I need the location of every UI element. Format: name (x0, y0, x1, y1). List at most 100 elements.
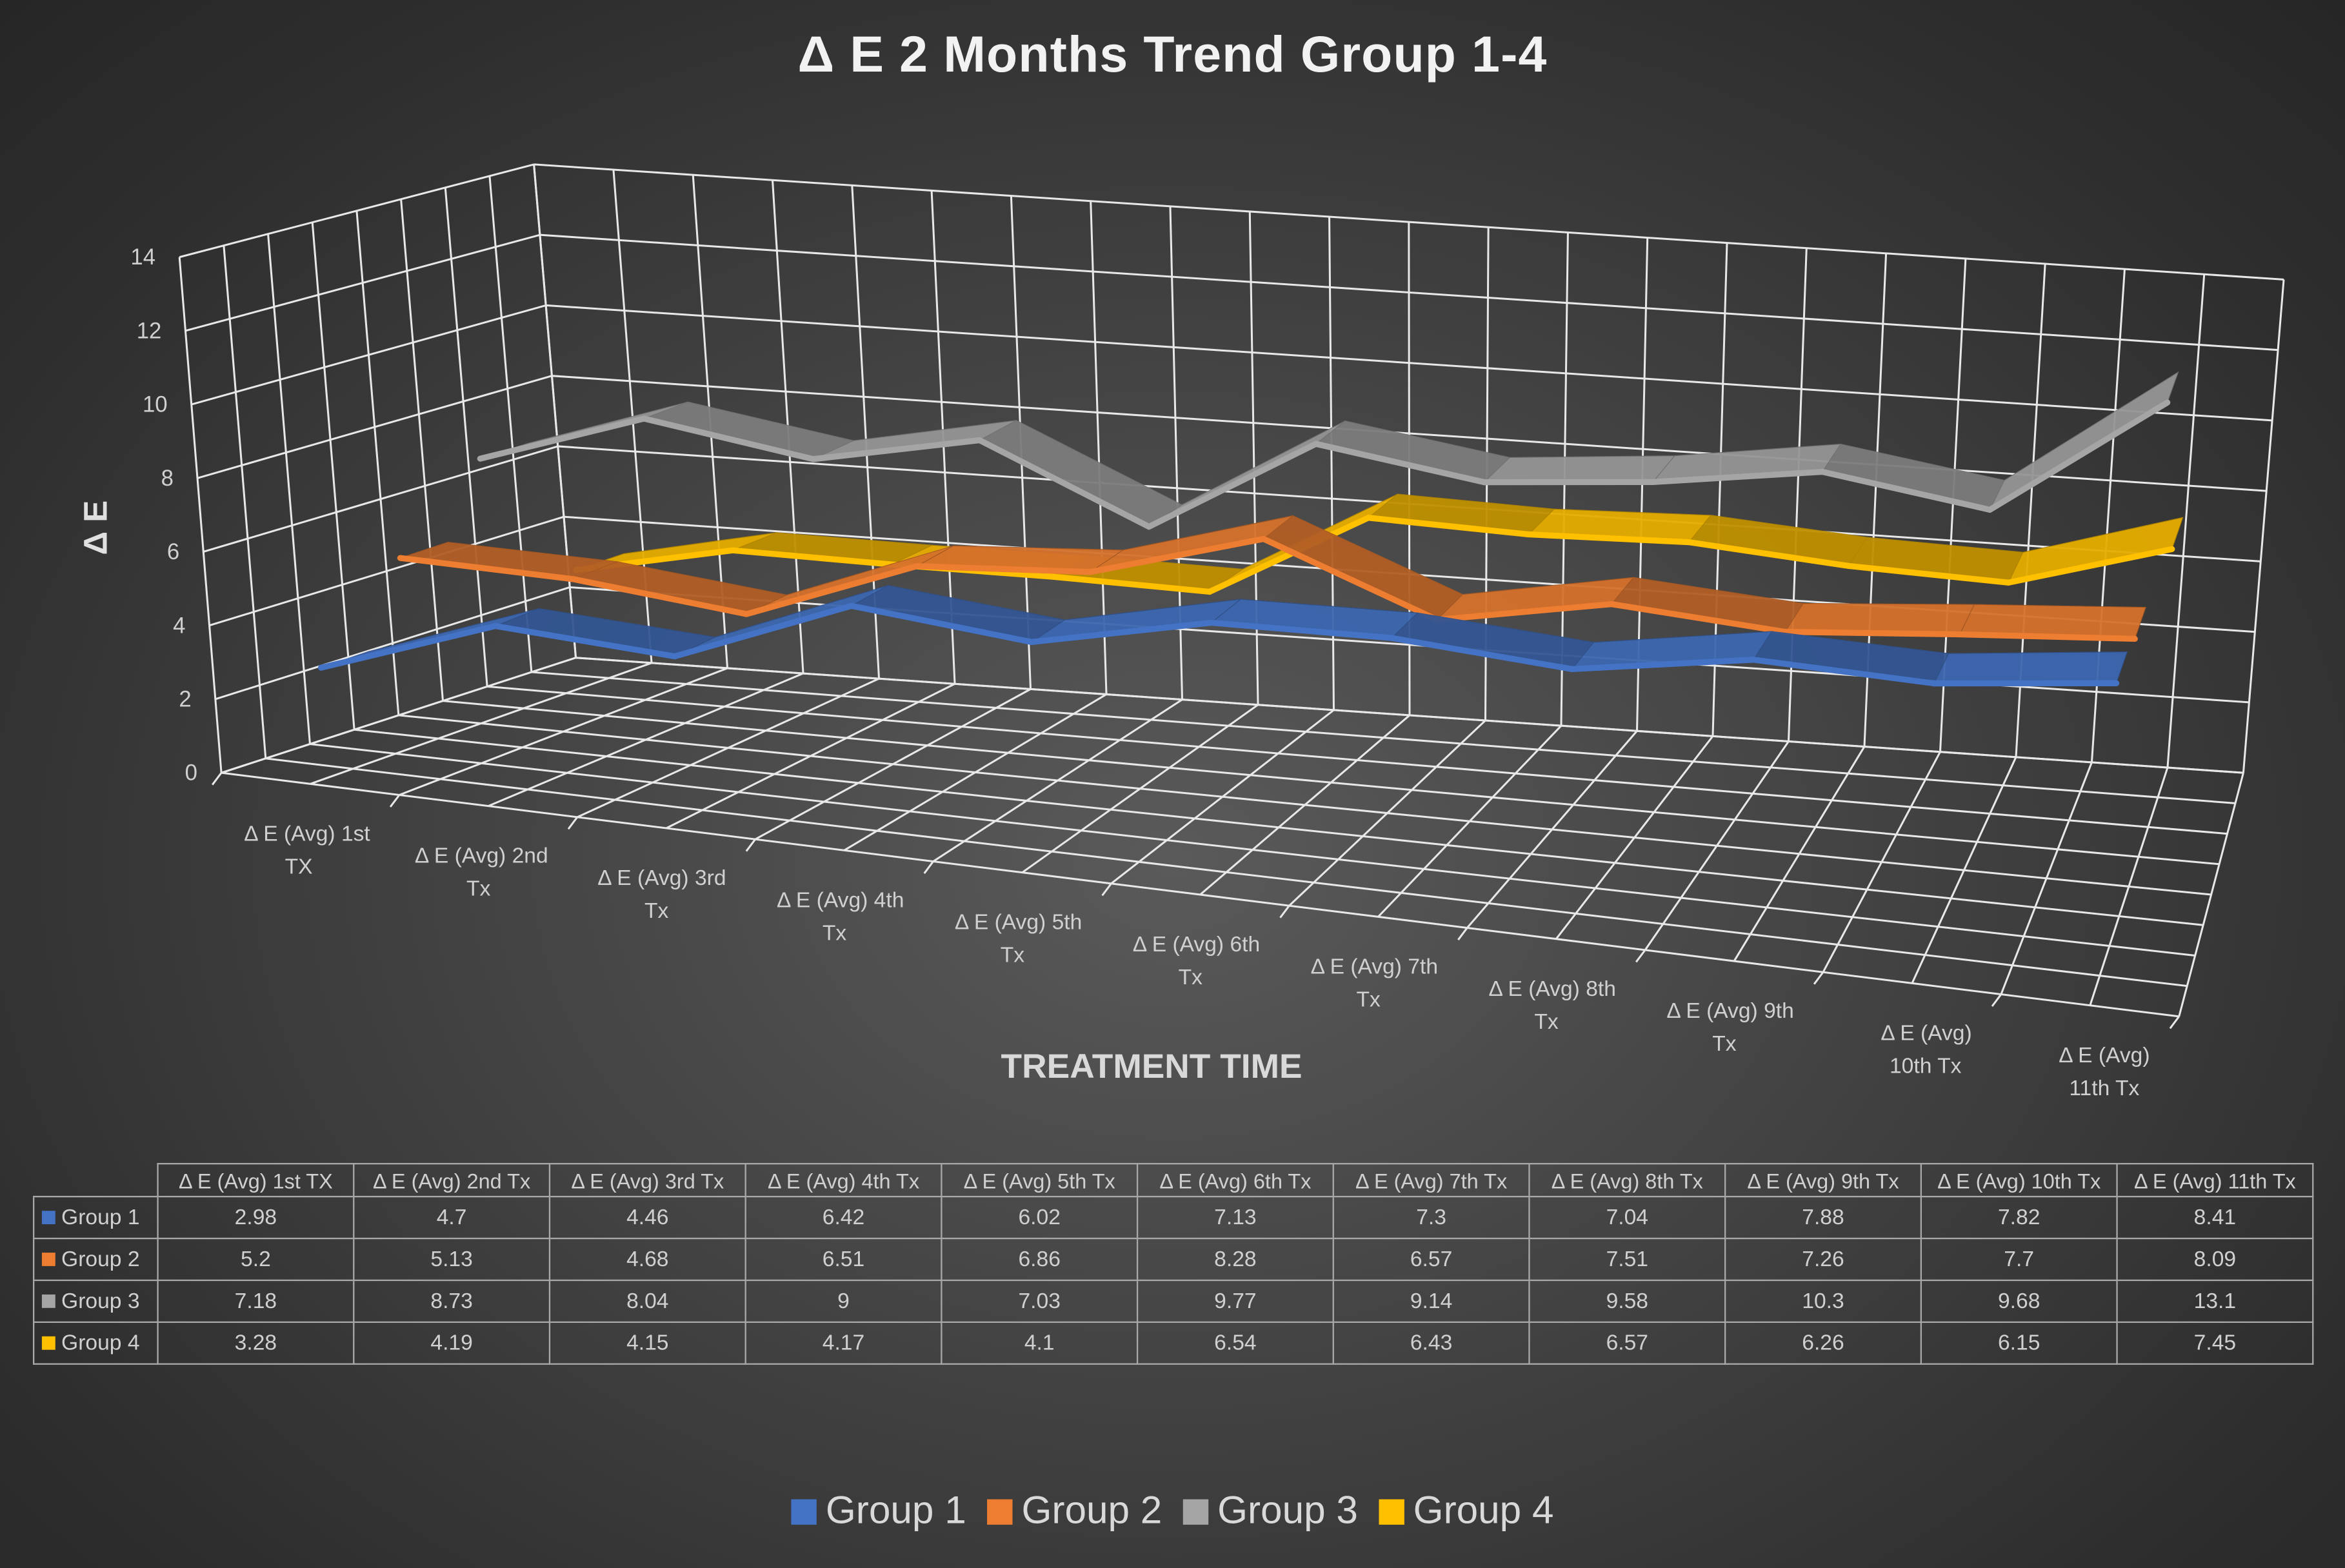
table-cell: 7.18 (157, 1279, 355, 1323)
x-tick-label: Δ E (Avg) 4th Tx (777, 888, 904, 945)
x-tick-label-line: Tx (466, 877, 491, 901)
series-segment-edge (1087, 535, 1267, 575)
legend-label: Group 3 (1217, 1487, 1358, 1533)
table-cell: 7.88 (1724, 1196, 1922, 1240)
table-cell: 6.57 (1332, 1237, 1530, 1282)
series-segment-edge (913, 563, 1093, 575)
series-segment-edge (1986, 399, 2171, 513)
series-segment (1610, 577, 1804, 633)
table-cell: 7.3 (1332, 1196, 1530, 1240)
x-tick-label: Δ E (Avg) 6th Tx (1133, 933, 1260, 989)
x-tick-label: Δ E (Avg) 10th Tx (1881, 1021, 1971, 1078)
series-segment-edge (317, 622, 499, 671)
x-axis-tick (1279, 905, 1290, 918)
table-cell: 8.09 (2116, 1237, 2314, 1282)
legend-label: Group 2 (1021, 1487, 1163, 1533)
table-cell: 8.28 (1136, 1237, 1334, 1282)
legend-key-icon (41, 1211, 55, 1225)
x-tick-label: Δ E (Avg) 7th Tx (1311, 955, 1438, 1011)
series-segment-edge (848, 602, 1035, 646)
x-tick-label: Δ E (Avg) 11th Tx (2059, 1044, 2150, 1100)
table-cell: 9 (744, 1279, 943, 1323)
floor-gridline (487, 685, 2228, 835)
floor-gridline (310, 743, 2195, 957)
table-cell: 6.51 (744, 1237, 943, 1282)
table-row-header: Group 3 (33, 1279, 159, 1323)
series-segment-edge (1434, 600, 1615, 623)
series-segment-edge (1261, 535, 1441, 623)
x-tick-label: Δ E (Avg) 2nd Tx (415, 844, 548, 901)
table-column-header: Δ E (Avg) 3rd Tx (548, 1163, 746, 1198)
table-column-header: Δ E (Avg) 9th Tx (1724, 1163, 1922, 1198)
table-cell: 6.42 (744, 1196, 943, 1240)
table-row-header: Group 1 (33, 1196, 159, 1240)
series-segment-edge (1568, 657, 1757, 672)
series-segment-edge (743, 563, 920, 617)
table-column-header: Δ E (Avg) 5th Tx (941, 1163, 1139, 1198)
side-wall-gridline (355, 210, 400, 716)
floor-gridline (575, 657, 2244, 774)
table-row: Group 1 2.98 4.7 4.46 6.42 6.02 7.13 7.3 7.04 7.8… (33, 1196, 2314, 1240)
table-column-header: Δ E (Avg) 2nd Tx (353, 1163, 551, 1198)
series-segment-edge (1206, 515, 1372, 595)
chart-title: Δ E 2 Months Trend Group 1-4 (797, 26, 1548, 84)
series-segment-edge (1845, 562, 2012, 586)
floor-gridline (221, 771, 2179, 1018)
floor-gridline (531, 671, 2236, 804)
series-segment-edge (672, 602, 855, 660)
x-axis-tick (211, 772, 223, 786)
x-tick-label-line: 11th Tx (2069, 1077, 2139, 1100)
x-tick-label-line: Δ E (Avg) 9th (1666, 999, 1793, 1023)
series-2-ribbon (397, 515, 2146, 642)
table-cell: 4.17 (744, 1321, 943, 1365)
series-segment-edge (641, 415, 817, 462)
series-segment-edge (976, 437, 1152, 530)
table-row-header: Group 2 (33, 1237, 159, 1282)
series-segment (1933, 651, 2128, 684)
x-axis-tick (1991, 993, 2002, 1007)
x-tick-label-line: Tx (1356, 987, 1381, 1011)
table-cell: 6.54 (1136, 1321, 1334, 1365)
side-wall-gridline (400, 199, 444, 701)
table-cell: 7.13 (1136, 1196, 1334, 1240)
back-wall-gridline (1248, 211, 1259, 705)
series-segment-edge (1782, 628, 1963, 638)
legend-item: Group 3 (1182, 1487, 1358, 1534)
series-segment-edge (1313, 441, 1488, 486)
x-tick-label-line: Δ E (Avg) 2nd (415, 844, 548, 868)
table-corner (34, 1164, 158, 1198)
back-wall-gridline (1090, 201, 1108, 695)
side-wall-gridline (444, 187, 488, 687)
table-cell: 9.77 (1136, 1279, 1334, 1323)
table-cell: 6.43 (1332, 1321, 1530, 1365)
series-segment-edge (1525, 531, 1692, 546)
floor-gridline (398, 714, 2211, 896)
series-name: Group 4 (61, 1331, 140, 1355)
table-cell: 8.41 (2116, 1196, 2314, 1240)
table-row: Group 4 3.28 4.19 4.15 4.17 4.1 6.54 6.43 6.57 6.… (33, 1321, 2314, 1365)
series-segment (1989, 371, 2179, 511)
side-wall-gridline (488, 175, 533, 673)
floor-gridline (354, 728, 2204, 926)
table-column-header: Δ E (Avg) 11th Tx (2116, 1163, 2314, 1198)
series-segment-edge (1208, 619, 1395, 641)
side-wall-gridline (311, 222, 355, 730)
table-row: Group 3 7.18 8.73 8.04 9 7.03 9.77 9.14 9.58 10.3… (33, 1279, 2314, 1323)
y-tick-label: 4 (173, 613, 185, 638)
legend-key-icon (1379, 1499, 1404, 1525)
x-tick-label-line: Δ E (Avg) 5th (955, 911, 1082, 935)
table-cell: 9.14 (1332, 1279, 1530, 1323)
series-segment-edge (1365, 515, 1532, 538)
series-segment-edge (570, 576, 750, 617)
x-tick-label-line: Δ E (Avg) 1st (244, 822, 370, 846)
x-axis-tick (389, 794, 401, 808)
x-tick-label-line: Δ E (Avg) (1881, 1021, 1971, 1045)
table-cell: 6.02 (941, 1196, 1139, 1240)
table-cell: 7.7 (1920, 1237, 2118, 1282)
table-column-header: Δ E (Avg) 6th Tx (1136, 1163, 1334, 1198)
x-tick-label-line: Tx (1179, 966, 1203, 989)
legend-item: Group 2 (987, 1487, 1162, 1534)
x-tick-label: Δ E (Avg) 3rd Tx (597, 866, 726, 923)
legend: Group 1 Group 2 Group 3 Group 4 (0, 1487, 2345, 1534)
series-segment-edge (397, 555, 577, 582)
